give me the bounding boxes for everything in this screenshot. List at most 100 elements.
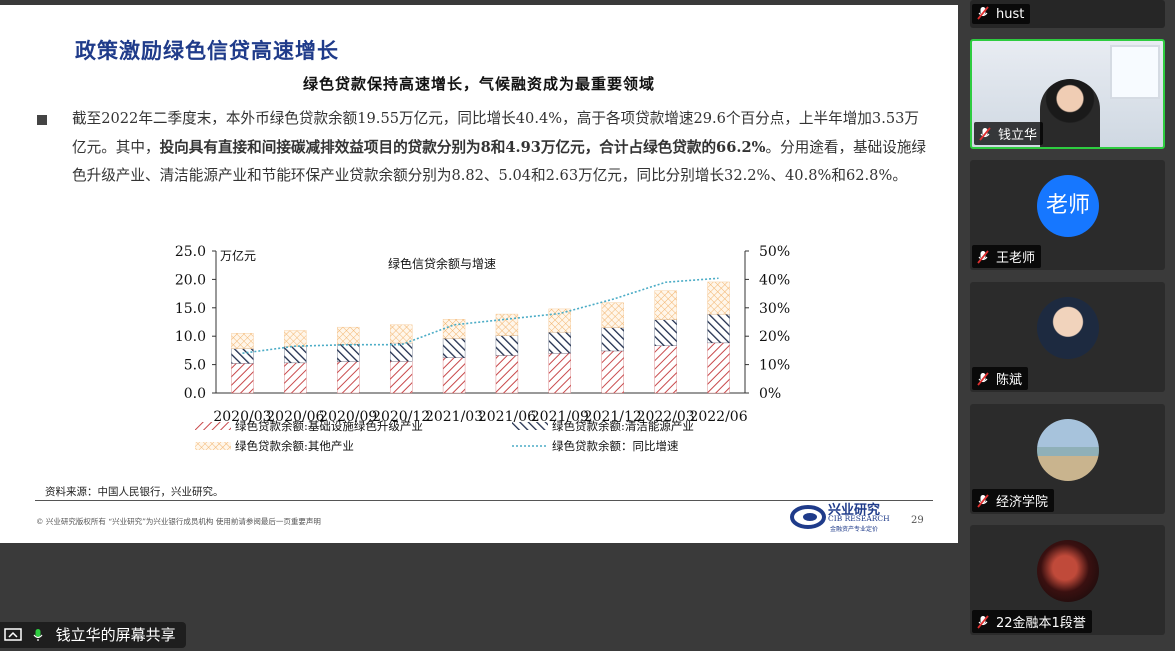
y-tick-label: 25.0 (175, 244, 206, 260)
y2-tick-label: 50% (759, 244, 790, 260)
y2-tick-label: 30% (759, 301, 790, 317)
participant-name: 王老师 (996, 251, 1036, 266)
name-tag: 王老师 (972, 245, 1042, 268)
participant-name: 陈斌 (996, 373, 1023, 388)
participant-tile: 陈斌 (970, 282, 1165, 392)
slide-subtitle: 绿色贷款保持高速增长，气候融资成为最重要领域 (302, 75, 655, 93)
participant-tile: 经济学院 (970, 404, 1165, 514)
participant-tile: 22金融本1段誉 (970, 525, 1165, 635)
y-tick-label: 0.0 (184, 386, 206, 402)
logo-en: CIB RESEARCH (828, 514, 890, 523)
name-tag: 22金融本1段誉 (972, 610, 1092, 633)
name-tag: hust (972, 4, 1031, 24)
bar-segment (548, 308, 571, 333)
mic-muted-icon (977, 250, 989, 264)
shared-slide: 政策激励绿色信贷高速增长 绿色贷款保持高速增长，气候融资成为最重要领域 截至20… (0, 5, 958, 543)
participant-tile: 老师王老师 (970, 160, 1165, 270)
bar-segment (337, 361, 360, 394)
mic-muted-icon (977, 6, 989, 20)
bar-segment (442, 357, 466, 394)
x-tick-label: 2021/03 (425, 409, 483, 425)
video-person (1040, 79, 1100, 147)
participant-name: 钱立华 (998, 128, 1038, 143)
avatar: 老师 (1037, 175, 1099, 237)
participant-tile: 钱立华 (970, 39, 1165, 149)
bar-segment (231, 333, 254, 349)
mic-muted-icon (977, 372, 989, 386)
footer-note: © 兴业研究版权所有 “兴业研究”为兴业银行成员机构 使用前请参阅最后一页重要声… (36, 517, 321, 526)
logo-mark (790, 505, 826, 529)
source-note: 资料来源：中国人民银行，兴业研究。 (45, 486, 224, 498)
legend-label: 绿色贷款余额:清洁能源产业 (552, 419, 694, 433)
x-tick-label: 2022/06 (689, 409, 747, 425)
logo-tagline: 金融资产专业定价 (830, 526, 879, 533)
name-tag: 钱立华 (974, 122, 1044, 145)
participant-name: 22金融本1段誉 (996, 616, 1086, 631)
bar-segment (337, 326, 360, 345)
x-tick-label: 2022/03 (637, 409, 695, 425)
participant-name: 经济学院 (996, 495, 1049, 510)
bar-segment (495, 335, 519, 356)
bar-segment (601, 302, 624, 328)
name-tag: 经济学院 (972, 489, 1055, 512)
y-tick-label: 10.0 (175, 329, 206, 345)
bar-segment (284, 362, 307, 394)
y2-tick-label: 40% (759, 272, 790, 288)
paragraph-segment: 。分用途看，基础设施绿色升级产业、清洁能源产业和节能环保产业贷款余额分别为8.8… (72, 138, 927, 185)
bar-segment (495, 313, 519, 336)
logo: 兴业研究 CIB RESEARCH 金融资产专业定价 (790, 499, 900, 533)
bar-segment (284, 330, 307, 347)
bar-segment (707, 314, 730, 344)
share-icon (4, 628, 22, 641)
legend-label: 绿色贷款余额:其他产业 (235, 439, 354, 453)
participant-tile: hust (970, 0, 1165, 28)
legend-swatch (512, 422, 548, 430)
bar-segment (389, 324, 413, 344)
divider (35, 500, 933, 501)
participant-name: hust (996, 7, 1025, 22)
bar-segment (601, 327, 624, 352)
bar-segment (231, 363, 254, 394)
bar-segment (654, 345, 677, 394)
legend-swatch (195, 422, 231, 430)
bar-segment (707, 281, 730, 315)
bar-segment (707, 342, 730, 394)
x-tick-label: 2021/12 (584, 409, 642, 425)
video-window (1110, 45, 1160, 99)
y2-tick-label: 10% (759, 358, 790, 374)
paragraph-segment: 投向具有直接和间接碳减排效益项目的贷款分别为8和4.93万亿元，合计占绿色贷款的… (159, 138, 766, 156)
avatar-photo (1037, 419, 1099, 481)
mic-muted-icon (977, 615, 989, 629)
mic-icon (33, 629, 43, 641)
y-tick-label: 15.0 (175, 301, 206, 317)
paragraph: 截至2022年二季度末，本外币绿色贷款余额19.55万亿元，同比增长40.4%，… (72, 105, 932, 191)
bar-segment (442, 338, 466, 358)
paragraph-segment: 截至2022年二季度末，本外币绿色贷款余额19.55万亿元，同比增长40.4%，… (72, 110, 919, 156)
legend-swatch (195, 442, 231, 450)
x-tick-label: 2020/09 (319, 409, 377, 425)
x-tick-label: 2021/09 (531, 409, 589, 425)
logo-cn: 兴业研究 (828, 503, 881, 518)
y2-tick-label: 0% (759, 386, 781, 402)
bullet (37, 115, 47, 125)
avatar-text: 老师 (1045, 193, 1090, 218)
slide-title: 政策激励绿色信贷高速增长 (75, 38, 339, 63)
x-tick-label: 2020/12 (372, 409, 430, 425)
y2-tick-label: 20% (759, 329, 790, 345)
bar-segment (337, 344, 360, 362)
x-tick-label: 2021/06 (478, 409, 536, 425)
bar-segment (601, 350, 624, 394)
mic-muted-icon (977, 494, 989, 508)
chart: 绿色信贷余额与增速 万亿元 0.0 5.0 10.0 15.0 20.0 25.0 0% 10… (175, 244, 790, 453)
legend-label: 绿色贷款余额：同比增速 (552, 439, 679, 453)
legend-label: 绿色贷款余额:基础设施绿色升级产业 (235, 419, 423, 433)
bar-segment (495, 355, 519, 394)
bar-segment (389, 342, 413, 362)
growth-line (242, 277, 719, 355)
avatar-photo (1037, 540, 1099, 602)
y-tick-label: 20.0 (175, 272, 206, 288)
bar-segment (654, 319, 677, 347)
bar-segment (284, 346, 307, 364)
y-axis-unit: 万亿元 (220, 248, 256, 263)
